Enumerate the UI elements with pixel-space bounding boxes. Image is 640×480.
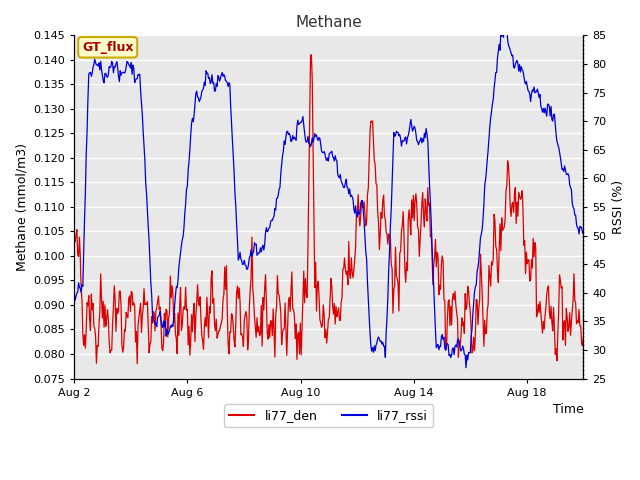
Y-axis label: Methane (mmol/m3): Methane (mmol/m3) (15, 143, 28, 271)
Text: GT_flux: GT_flux (82, 41, 134, 54)
X-axis label: Time: Time (552, 403, 583, 416)
Legend: li77_den, li77_rssi: li77_den, li77_rssi (225, 404, 433, 427)
Title: Methane: Methane (296, 15, 362, 30)
Y-axis label: RSSI (%): RSSI (%) (612, 180, 625, 234)
